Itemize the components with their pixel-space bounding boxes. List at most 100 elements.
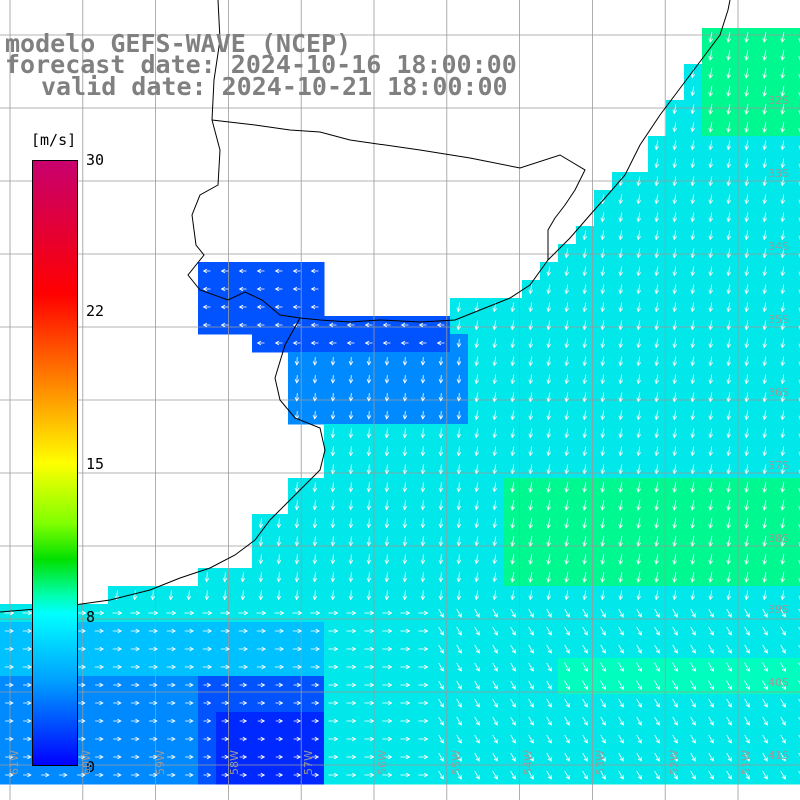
wind-arrow (618, 770, 624, 780)
wind-arrow (418, 718, 429, 724)
wind-arrow (167, 754, 176, 760)
wind-arrow (528, 553, 533, 565)
wind-arrow (184, 610, 195, 616)
wind-arrow (382, 610, 393, 616)
wind-arrow (582, 284, 588, 295)
wind-arrow (438, 393, 444, 402)
wind-arrow (582, 571, 587, 583)
wind-arrow (600, 392, 606, 403)
wind-arrow (600, 662, 606, 673)
wind-arrow (456, 446, 462, 457)
wind-arrow (582, 392, 588, 403)
lat-label: 32S (768, 94, 789, 107)
wind-cell (792, 694, 800, 713)
wind-arrow (492, 338, 498, 349)
lon-label: 55W (449, 750, 463, 775)
wind-arrow (293, 772, 302, 778)
wind-arrow (708, 194, 714, 205)
wind-arrow (348, 536, 354, 547)
wind-arrow (510, 716, 516, 726)
wind-arrow (364, 772, 375, 778)
wind-arrow (582, 553, 587, 565)
wind-arrow (364, 340, 373, 346)
wind-arrow (382, 682, 393, 688)
wind-arrow (438, 590, 444, 601)
wind-arrow (400, 610, 411, 616)
wind-arrow (582, 734, 588, 744)
wind-arrow (672, 734, 678, 744)
lat-label: 37S (768, 459, 789, 472)
wind-arrow (672, 158, 678, 169)
wind-arrow (762, 428, 768, 439)
wind-arrow (762, 590, 768, 601)
wind-arrow (798, 307, 800, 313)
wind-arrow (708, 644, 714, 654)
wind-arrow (294, 393, 300, 402)
wind-arrow (256, 322, 265, 328)
wind-arrow (546, 644, 552, 654)
wind-arrow (726, 266, 732, 277)
wind-arrow (310, 664, 321, 670)
wind-arrow (384, 393, 390, 402)
wind-arrow (238, 610, 249, 616)
wind-arrow (762, 338, 768, 349)
wind-arrow (492, 500, 498, 511)
wind-arrow (672, 464, 678, 475)
wind-arrow (600, 356, 606, 367)
wind-arrow (384, 428, 390, 439)
wind-arrow (384, 446, 390, 457)
wind-arrow (672, 446, 678, 457)
wind-arrow (203, 772, 212, 778)
wind-cell (792, 298, 800, 317)
wind-arrow (4, 628, 15, 634)
wind-arrow (726, 535, 731, 547)
wind-arrow (546, 716, 552, 726)
wind-arrow (474, 608, 480, 618)
lat-label: 34S (768, 240, 789, 253)
wind-arrow (618, 535, 623, 547)
wind-arrow (492, 662, 498, 672)
wind-arrow (636, 428, 642, 439)
wind-arrow (276, 572, 282, 583)
wind-arrow (762, 49, 767, 61)
wind-arrow (492, 716, 498, 726)
wind-arrow (798, 595, 800, 601)
wind-arrow (510, 680, 516, 690)
wind-arrow (798, 626, 800, 634)
wind-arrow (238, 628, 249, 634)
wind-arrow (364, 628, 375, 634)
wind-arrow (546, 571, 551, 583)
wind-arrow (564, 590, 570, 601)
wind-arrow (492, 752, 498, 762)
wind-arrow (384, 500, 390, 511)
wind-arrow (113, 682, 122, 688)
wind-cell (792, 478, 800, 497)
wind-arrow (474, 572, 480, 583)
wind-arrow (636, 698, 642, 708)
wind-arrow (690, 356, 696, 367)
wind-arrow (636, 338, 642, 349)
wind-arrow (474, 464, 480, 475)
wind-arrow (762, 662, 768, 673)
wind-arrow (364, 664, 375, 670)
wind-arrow (618, 644, 624, 654)
wind-arrow (726, 176, 732, 187)
wind-arrow (528, 770, 534, 780)
wind-arrow (294, 375, 300, 384)
wind-arrow (654, 140, 660, 151)
wind-arrow (166, 646, 177, 652)
wind-arrow (474, 680, 480, 690)
wind-arrow (798, 145, 800, 151)
lon-label: 51W (739, 750, 753, 775)
wind-arrow (492, 590, 498, 601)
wind-arrow (528, 464, 534, 475)
wind-arrow (364, 682, 375, 688)
wind-arrow (582, 716, 588, 726)
wind-arrow (366, 536, 372, 547)
wind-arrow (672, 608, 678, 618)
wind-arrow (418, 322, 427, 328)
wind-arrow (384, 357, 390, 366)
wind-arrow (654, 481, 659, 493)
wind-arrow (618, 266, 624, 277)
wind-cell (792, 496, 800, 515)
